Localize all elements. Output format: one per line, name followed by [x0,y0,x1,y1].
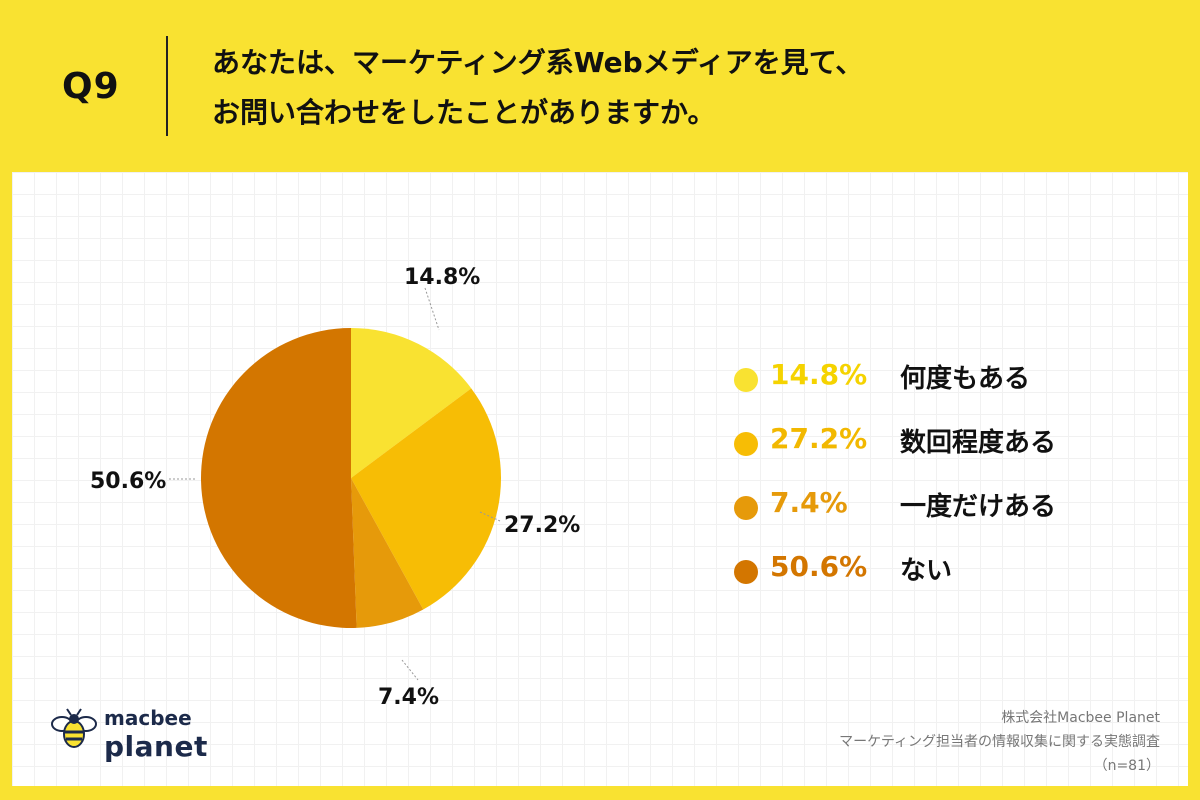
slice-value-label: 7.4% [378,685,439,710]
slice-leader-line [424,287,440,331]
legend-percent: 50.6% [770,550,868,583]
question-line-2: お問い合わせをしたことがありますか。 [212,96,716,129]
source-note: 株式会社Macbee Planet マーケティング担当者の情報収集に関する実態調… [839,706,1160,778]
logo-text-top: macbee [104,706,192,730]
source-company: 株式会社Macbee Planet [1001,710,1160,726]
legend-dot [734,560,758,584]
question-text: あなたは、マーケティング系Webメディアを見て、 お問い合わせをしたことがありま… [212,38,863,138]
legend-dot [734,496,758,520]
legend-percent: 7.4% [770,486,848,519]
source-survey: マーケティング担当者の情報収集に関する実態調査 [839,734,1160,750]
legend-label: 数回程度ある [900,428,1057,458]
source-sample-size: （n=81） [1093,758,1160,774]
slice-value-label: 50.6% [90,469,166,494]
pie-slice [201,328,357,628]
question-line-1: あなたは、マーケティング系Webメディアを見て、 [212,46,864,79]
pie-slice [351,388,501,610]
slice-value-label: 14.8% [404,265,480,290]
legend-label: 一度だけある [900,492,1057,522]
header-divider [166,36,168,136]
legend-label: ない [900,556,953,586]
bee-icon [51,708,97,748]
pie-slice [351,328,472,478]
slice-leader-line [401,659,419,681]
logo-text-bottom: planet [104,730,208,763]
legend-percent: 14.8% [770,358,868,391]
legend-label: 何度もある [900,364,1031,394]
header: Q9 あなたは、マーケティング系Webメディアを見て、 お問い合わせをしたことが… [0,0,1200,170]
slice-value-label: 27.2% [504,513,580,538]
legend-dot [734,432,758,456]
pie-slice [351,478,424,628]
question-number: Q9 [62,66,120,107]
legend-percent: 27.2% [770,422,868,455]
legend-dot [734,368,758,392]
chart-panel: 14.8% 27.2% 7.4% 50.6% 14.8% 何度もある 27.2% 数回… [12,172,1188,786]
pie-chart: 14.8% 27.2% 7.4% 50.6% [90,265,580,710]
